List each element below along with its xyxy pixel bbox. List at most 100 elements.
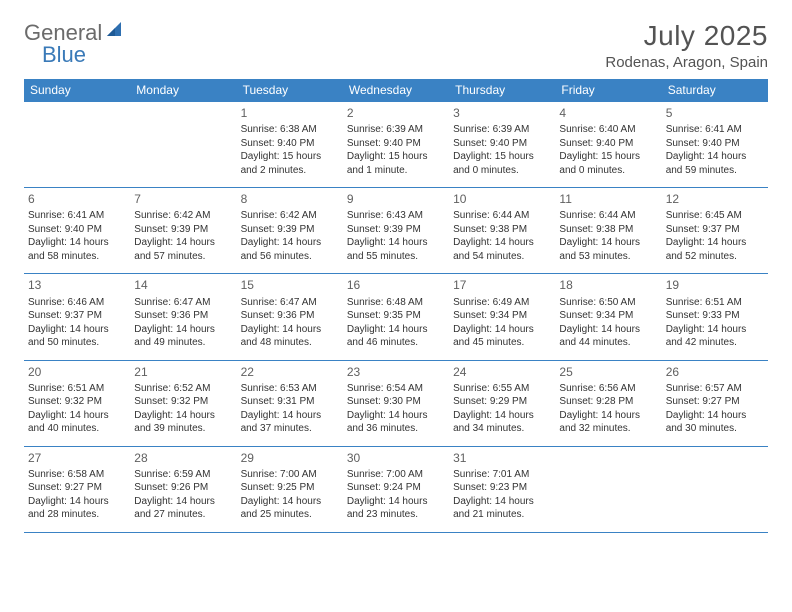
- day-number: 24: [453, 364, 551, 380]
- day-number: 6: [28, 191, 126, 207]
- sunrise-line: Sunrise: 6:50 AM: [559, 296, 657, 310]
- sunrise-line: Sunrise: 6:45 AM: [666, 209, 764, 223]
- day-number: 4: [559, 105, 657, 121]
- daylight-line: Daylight: 14 hours and 49 minutes.: [134, 323, 232, 350]
- sunrise-line: Sunrise: 6:46 AM: [28, 296, 126, 310]
- weekday-header: Monday: [130, 79, 236, 102]
- calendar-cell: 29Sunrise: 7:00 AMSunset: 9:25 PMDayligh…: [237, 446, 343, 532]
- day-number: 12: [666, 191, 764, 207]
- calendar-cell: 7Sunrise: 6:42 AMSunset: 9:39 PMDaylight…: [130, 188, 236, 274]
- weekday-header: Wednesday: [343, 79, 449, 102]
- day-number: 23: [347, 364, 445, 380]
- calendar-cell: 4Sunrise: 6:40 AMSunset: 9:40 PMDaylight…: [555, 102, 661, 188]
- calendar-cell: 23Sunrise: 6:54 AMSunset: 9:30 PMDayligh…: [343, 360, 449, 446]
- daylight-line: Daylight: 15 hours and 2 minutes.: [241, 150, 339, 177]
- sunset-line: Sunset: 9:35 PM: [347, 309, 445, 323]
- calendar-cell-empty: [555, 446, 661, 532]
- sunrise-line: Sunrise: 6:51 AM: [666, 296, 764, 310]
- daylight-line: Daylight: 14 hours and 45 minutes.: [453, 323, 551, 350]
- sail-icon: [104, 19, 126, 46]
- daylight-line: Daylight: 14 hours and 54 minutes.: [453, 236, 551, 263]
- sunset-line: Sunset: 9:36 PM: [241, 309, 339, 323]
- daylight-line: Daylight: 14 hours and 48 minutes.: [241, 323, 339, 350]
- calendar-table: SundayMondayTuesdayWednesdayThursdayFrid…: [24, 79, 768, 533]
- calendar-cell: 2Sunrise: 6:39 AMSunset: 9:40 PMDaylight…: [343, 102, 449, 188]
- daylight-line: Daylight: 15 hours and 0 minutes.: [453, 150, 551, 177]
- sunset-line: Sunset: 9:25 PM: [241, 481, 339, 495]
- day-number: 3: [453, 105, 551, 121]
- day-number: 11: [559, 191, 657, 207]
- daylight-line: Daylight: 14 hours and 34 minutes.: [453, 409, 551, 436]
- sunrise-line: Sunrise: 6:38 AM: [241, 123, 339, 137]
- calendar-cell-empty: [662, 446, 768, 532]
- calendar-row: 13Sunrise: 6:46 AMSunset: 9:37 PMDayligh…: [24, 274, 768, 360]
- calendar-cell: 15Sunrise: 6:47 AMSunset: 9:36 PMDayligh…: [237, 274, 343, 360]
- location-label: Rodenas, Aragon, Spain: [605, 54, 768, 71]
- day-number: 7: [134, 191, 232, 207]
- day-number: 15: [241, 277, 339, 293]
- day-number: 18: [559, 277, 657, 293]
- day-number: 2: [347, 105, 445, 121]
- sunset-line: Sunset: 9:40 PM: [559, 137, 657, 151]
- title-block: July 2025 Rodenas, Aragon, Spain: [605, 20, 768, 71]
- calendar-cell: 30Sunrise: 7:00 AMSunset: 9:24 PMDayligh…: [343, 446, 449, 532]
- calendar-cell-empty: [24, 102, 130, 188]
- daylight-line: Daylight: 14 hours and 25 minutes.: [241, 495, 339, 522]
- sunrise-line: Sunrise: 6:42 AM: [241, 209, 339, 223]
- sunset-line: Sunset: 9:27 PM: [28, 481, 126, 495]
- page-root: General Blue July 2025 Rodenas, Aragon, …: [0, 0, 792, 553]
- daylight-line: Daylight: 14 hours and 21 minutes.: [453, 495, 551, 522]
- daylight-line: Daylight: 14 hours and 56 minutes.: [241, 236, 339, 263]
- sunrise-line: Sunrise: 7:00 AM: [347, 468, 445, 482]
- daylight-line: Daylight: 14 hours and 57 minutes.: [134, 236, 232, 263]
- sunrise-line: Sunrise: 6:55 AM: [453, 382, 551, 396]
- daylight-line: Daylight: 14 hours and 50 minutes.: [28, 323, 126, 350]
- sunrise-line: Sunrise: 6:52 AM: [134, 382, 232, 396]
- sunset-line: Sunset: 9:28 PM: [559, 395, 657, 409]
- calendar-row: 27Sunrise: 6:58 AMSunset: 9:27 PMDayligh…: [24, 446, 768, 532]
- calendar-row: 6Sunrise: 6:41 AMSunset: 9:40 PMDaylight…: [24, 188, 768, 274]
- calendar-cell: 18Sunrise: 6:50 AMSunset: 9:34 PMDayligh…: [555, 274, 661, 360]
- day-number: 10: [453, 191, 551, 207]
- calendar-cell: 20Sunrise: 6:51 AMSunset: 9:32 PMDayligh…: [24, 360, 130, 446]
- daylight-line: Daylight: 14 hours and 28 minutes.: [28, 495, 126, 522]
- sunset-line: Sunset: 9:37 PM: [28, 309, 126, 323]
- daylight-line: Daylight: 14 hours and 27 minutes.: [134, 495, 232, 522]
- sunrise-line: Sunrise: 6:56 AM: [559, 382, 657, 396]
- sunset-line: Sunset: 9:39 PM: [241, 223, 339, 237]
- sunset-line: Sunset: 9:38 PM: [559, 223, 657, 237]
- day-number: 19: [666, 277, 764, 293]
- daylight-line: Daylight: 14 hours and 53 minutes.: [559, 236, 657, 263]
- sunrise-line: Sunrise: 6:49 AM: [453, 296, 551, 310]
- calendar-cell: 12Sunrise: 6:45 AMSunset: 9:37 PMDayligh…: [662, 188, 768, 274]
- weekday-row: SundayMondayTuesdayWednesdayThursdayFrid…: [24, 79, 768, 102]
- calendar-cell: 3Sunrise: 6:39 AMSunset: 9:40 PMDaylight…: [449, 102, 555, 188]
- daylight-line: Daylight: 15 hours and 0 minutes.: [559, 150, 657, 177]
- day-number: 8: [241, 191, 339, 207]
- daylight-line: Daylight: 14 hours and 36 minutes.: [347, 409, 445, 436]
- sunrise-line: Sunrise: 6:43 AM: [347, 209, 445, 223]
- day-number: 13: [28, 277, 126, 293]
- sunrise-line: Sunrise: 6:39 AM: [453, 123, 551, 137]
- sunset-line: Sunset: 9:34 PM: [453, 309, 551, 323]
- calendar-cell: 11Sunrise: 6:44 AMSunset: 9:38 PMDayligh…: [555, 188, 661, 274]
- sunrise-line: Sunrise: 6:53 AM: [241, 382, 339, 396]
- sunset-line: Sunset: 9:40 PM: [666, 137, 764, 151]
- calendar-row: 20Sunrise: 6:51 AMSunset: 9:32 PMDayligh…: [24, 360, 768, 446]
- calendar-cell: 10Sunrise: 6:44 AMSunset: 9:38 PMDayligh…: [449, 188, 555, 274]
- calendar-cell: 19Sunrise: 6:51 AMSunset: 9:33 PMDayligh…: [662, 274, 768, 360]
- daylight-line: Daylight: 14 hours and 46 minutes.: [347, 323, 445, 350]
- day-number: 28: [134, 450, 232, 466]
- calendar-cell-empty: [130, 102, 236, 188]
- sunrise-line: Sunrise: 7:01 AM: [453, 468, 551, 482]
- calendar-cell: 8 Sunrise: 6:42 AMSunset: 9:39 PMDaylight…: [237, 188, 343, 274]
- day-number: 29: [241, 450, 339, 466]
- sunrise-line: Sunrise: 6:39 AM: [347, 123, 445, 137]
- sunset-line: Sunset: 9:34 PM: [559, 309, 657, 323]
- sunrise-line: Sunrise: 6:51 AM: [28, 382, 126, 396]
- sunrise-line: Sunrise: 6:42 AM: [134, 209, 232, 223]
- calendar-cell: 28Sunrise: 6:59 AMSunset: 9:26 PMDayligh…: [130, 446, 236, 532]
- weekday-header: Tuesday: [237, 79, 343, 102]
- calendar-cell: 25Sunrise: 6:56 AMSunset: 9:28 PMDayligh…: [555, 360, 661, 446]
- day-number: 17: [453, 277, 551, 293]
